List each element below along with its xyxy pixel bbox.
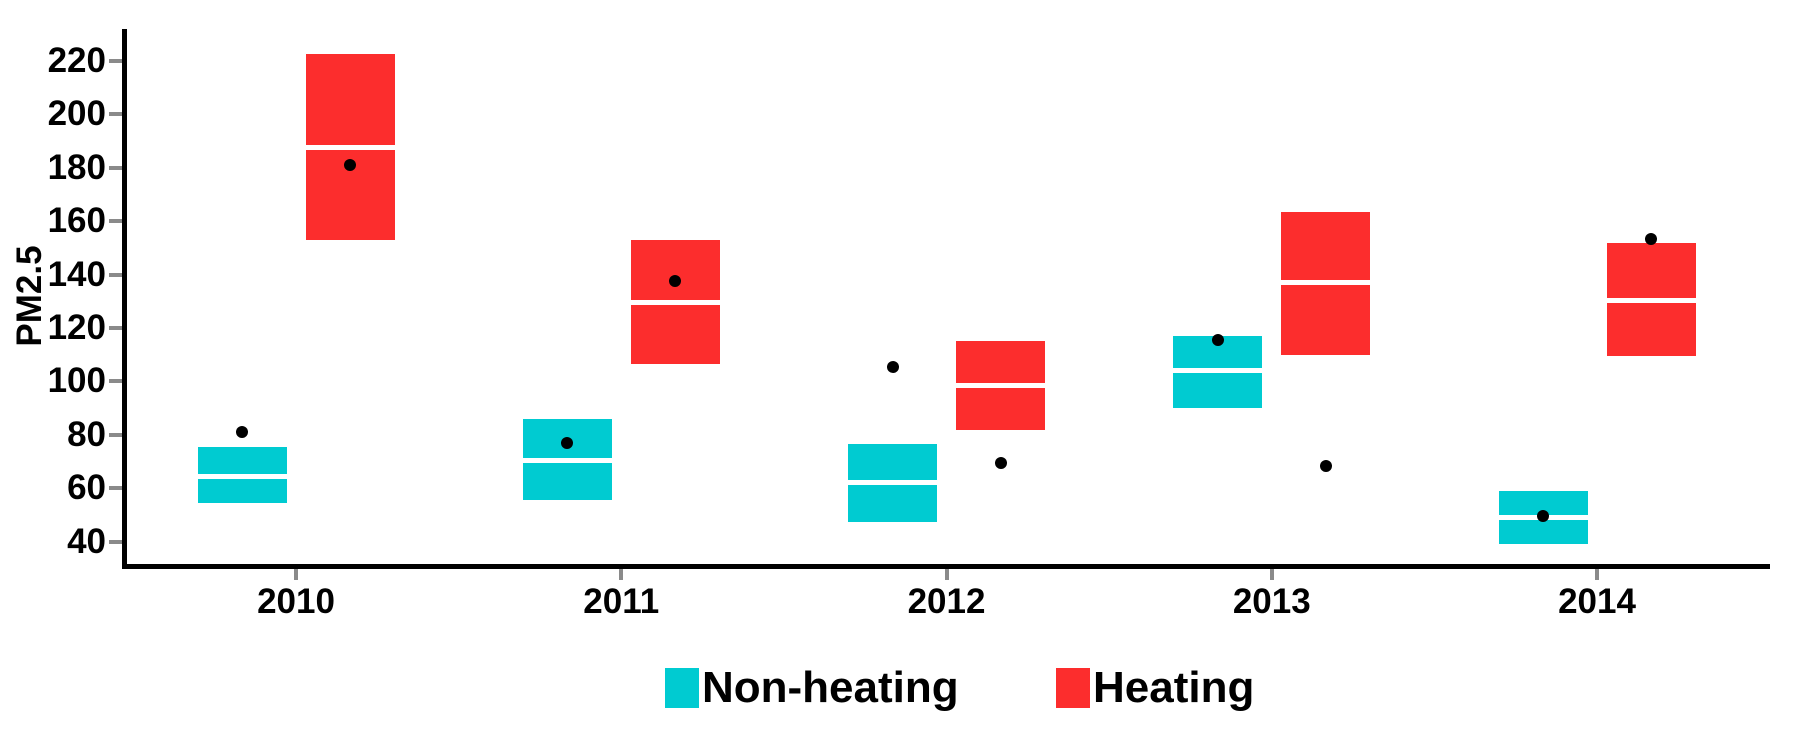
y-tick-mark <box>109 486 122 491</box>
x-tick-label: 2012 <box>907 582 986 621</box>
y-tick-mark <box>109 379 122 384</box>
heating-median-2014 <box>1606 297 1696 303</box>
y-tick-mark <box>109 112 122 117</box>
y-tick-label: 180 <box>47 147 106 187</box>
non-heating-point-2010 <box>236 426 248 439</box>
y-tick-label: 120 <box>47 308 106 348</box>
heating-point-2013 <box>1319 459 1332 472</box>
heating-median-2012 <box>956 382 1045 388</box>
y-tick-mark <box>109 539 122 544</box>
non-heating-point-2013 <box>1211 334 1224 347</box>
y-tick-label: 100 <box>47 361 106 401</box>
x-tick-label: 2010 <box>257 582 335 621</box>
legend-item-non-heating: Non-heating <box>665 666 959 710</box>
legend-item-heating: Heating <box>1056 666 1254 710</box>
heating-median-2010 <box>305 145 395 151</box>
heating-point-2012 <box>994 456 1007 469</box>
non-heating-point-2011 <box>561 436 574 449</box>
y-tick-label: 80 <box>67 414 106 454</box>
x-tick-label: 2013 <box>1232 582 1311 621</box>
y-tick-mark <box>109 432 122 437</box>
legend-swatch-heating <box>1056 668 1090 708</box>
y-tick-label: 160 <box>47 201 106 241</box>
x-tick-mark <box>1269 569 1274 580</box>
x-axis-line <box>122 564 1770 569</box>
y-tick-mark <box>109 326 122 331</box>
y-tick-mark <box>109 272 122 277</box>
x-tick-mark <box>1595 569 1599 580</box>
y-tick-label: 140 <box>47 254 106 294</box>
heating-point-2014 <box>1645 232 1657 245</box>
heating-point-2010 <box>344 159 356 172</box>
non-heating-point-2014 <box>1537 510 1549 523</box>
non-heating-median-2010 <box>197 473 287 479</box>
y-axis-line <box>122 29 127 569</box>
heating-median-2013 <box>1281 280 1371 286</box>
x-tick-label: 2011 <box>583 582 660 621</box>
x-tick-mark <box>944 569 949 580</box>
y-tick-mark <box>109 219 122 224</box>
y-tick-label: 60 <box>67 468 106 508</box>
x-tick-label: 2014 <box>1558 582 1636 621</box>
y-tick-mark <box>109 165 122 170</box>
non-heating-median-2013 <box>1173 368 1263 374</box>
non-heating-median-2011 <box>522 457 612 463</box>
heating-median-2011 <box>630 300 720 306</box>
x-tick-mark <box>294 569 298 580</box>
legend-label-non-heating: Non-heating <box>702 663 959 712</box>
heating-point-2011 <box>669 275 682 288</box>
x-tick-mark <box>619 569 624 580</box>
non-heating-point-2012 <box>886 360 899 373</box>
y-tick-mark <box>109 59 122 63</box>
legend-swatch-non-heating <box>665 668 699 708</box>
y-tick-label: 200 <box>47 94 106 134</box>
non-heating-median-2012 <box>848 480 937 486</box>
legend-label-heating: Heating <box>1093 663 1255 712</box>
y-tick-label: 220 <box>47 41 106 80</box>
y-tick-label: 40 <box>67 521 106 561</box>
